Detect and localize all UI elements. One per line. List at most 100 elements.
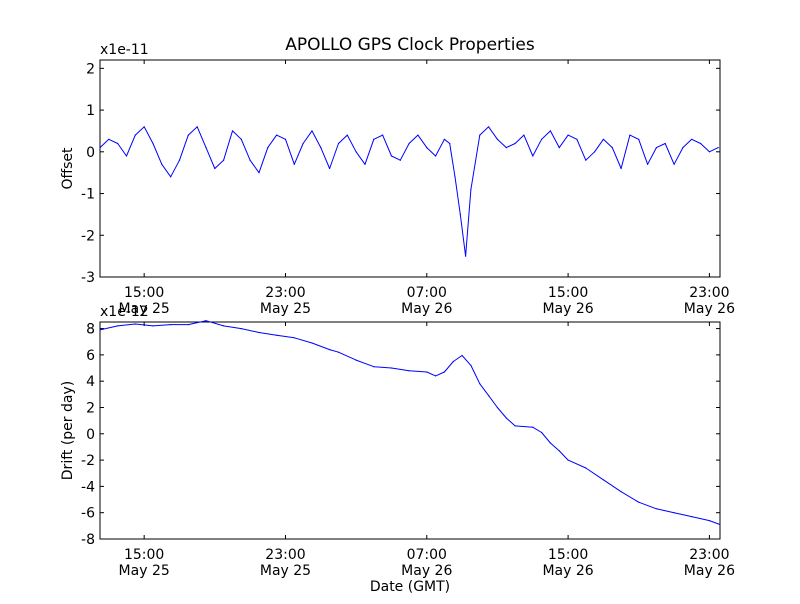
- figure-title: APOLLO GPS Clock Properties: [285, 35, 535, 55]
- data-point: [585, 467, 587, 469]
- data-point: [117, 142, 119, 145]
- x-tick-time-label: 23:00: [265, 547, 305, 563]
- data-point: [417, 134, 419, 136]
- data-point: [187, 324, 189, 326]
- data-point: [611, 147, 613, 149]
- data-point: [638, 138, 640, 140]
- data-point: [523, 134, 525, 136]
- x-axis-label: Date (GMT): [370, 579, 450, 595]
- data-point: [655, 508, 658, 510]
- data-point: [214, 167, 216, 170]
- x-tick-date-label: May 25: [119, 563, 170, 579]
- data-point: [602, 138, 605, 140]
- x-tick-time-label: 07:00: [407, 547, 447, 563]
- data-point: [99, 329, 101, 331]
- data-point: [488, 395, 490, 397]
- drift-series-group: [99, 320, 721, 526]
- data-point: [532, 155, 534, 157]
- data-point: [655, 147, 658, 149]
- data-point: [99, 147, 101, 149]
- x-tick-date-label: May 26: [542, 563, 593, 579]
- offset-scale-label: x1e-11: [100, 42, 149, 58]
- y-tick-label: 1: [86, 103, 95, 119]
- x-tick-date-label: May 26: [401, 301, 452, 317]
- x-tick-time-label: 23:00: [689, 285, 729, 301]
- data-point: [691, 516, 693, 518]
- data-point: [558, 147, 560, 149]
- data-point: [390, 367, 393, 369]
- data-point: [541, 138, 543, 140]
- offset-y-ticks: -3 -2 -1 0 1 2: [81, 61, 720, 286]
- data-point: [719, 523, 721, 526]
- data-point: [223, 159, 225, 161]
- data-point: [134, 323, 136, 325]
- drift-series-line: [99, 320, 721, 525]
- data-point: [594, 151, 596, 153]
- data-point: [125, 155, 128, 157]
- data-point: [488, 126, 490, 128]
- x-tick-time-label: 15:00: [548, 547, 588, 563]
- data-point: [187, 134, 189, 136]
- data-point: [337, 351, 340, 353]
- data-point: [435, 155, 437, 157]
- data-point: [717, 147, 719, 149]
- data-point: [700, 142, 702, 145]
- data-point: [249, 159, 251, 161]
- data-point: [435, 375, 437, 377]
- x-tick-time-label: 15:00: [124, 547, 164, 563]
- y-tick-label: 8: [86, 322, 95, 338]
- x-tick-date-label: May 26: [684, 563, 735, 579]
- data-point: [170, 176, 172, 178]
- y-tick-label: -3: [81, 270, 95, 286]
- data-point: [320, 147, 322, 149]
- data-point: [514, 142, 516, 145]
- data-point: [196, 126, 198, 128]
- data-point: [373, 138, 375, 140]
- y-tick-label: -2: [81, 453, 95, 469]
- y-tick-label: -2: [81, 228, 95, 244]
- x-tick-time-label: 15:00: [124, 285, 164, 301]
- data-point: [408, 142, 410, 145]
- y-tick-label: 2: [86, 61, 95, 77]
- data-point: [449, 142, 451, 145]
- data-point: [143, 126, 145, 128]
- data-point: [585, 159, 587, 161]
- data-point: [311, 342, 313, 344]
- data-point: [443, 371, 445, 373]
- drift-y-axis-label: Drift (per day): [60, 381, 76, 480]
- data-point: [620, 491, 622, 493]
- data-point: [549, 442, 552, 444]
- data-point: [390, 155, 393, 157]
- data-point: [302, 142, 304, 145]
- data-point: [426, 371, 428, 373]
- x-tick-time-label: 07:00: [407, 285, 447, 301]
- data-point: [452, 360, 454, 363]
- data-point: [355, 359, 357, 361]
- data-point: [161, 163, 163, 165]
- data-point: [346, 134, 348, 136]
- data-point: [443, 138, 445, 140]
- data-point: [329, 167, 331, 170]
- data-point: [461, 354, 463, 357]
- data-point: [382, 134, 384, 136]
- y-tick-label: -8: [81, 532, 95, 548]
- data-point: [170, 324, 172, 326]
- data-point: [117, 325, 119, 327]
- data-point: [496, 138, 498, 140]
- data-point: [134, 134, 136, 136]
- y-tick-label: 0: [86, 427, 95, 443]
- data-point: [673, 163, 675, 165]
- data-point: [682, 147, 684, 149]
- data-point: [311, 130, 313, 132]
- data-point: [426, 147, 428, 149]
- data-point: [673, 512, 675, 514]
- data-point: [629, 134, 631, 136]
- data-point: [240, 328, 242, 330]
- x-tick-date-label: May 26: [401, 563, 452, 579]
- data-point: [293, 337, 295, 339]
- offset-y-axis-label: Offset: [60, 147, 76, 190]
